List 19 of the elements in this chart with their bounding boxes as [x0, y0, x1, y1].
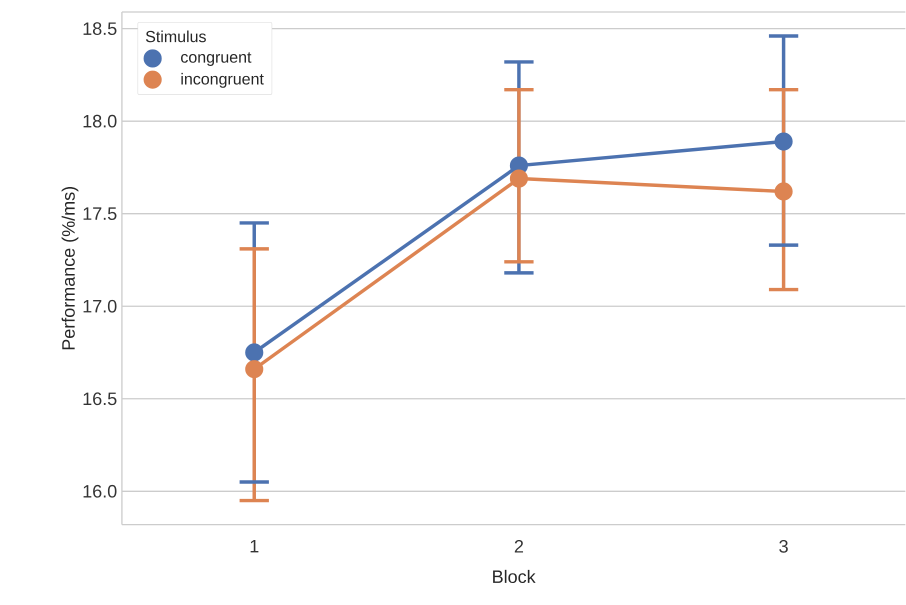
point: [774, 132, 793, 151]
legend-title: Stimulus: [146, 30, 206, 42]
point: [774, 182, 793, 201]
legend-label: incongruent: [181, 73, 264, 88]
y-tick-label: 16.5: [84, 392, 116, 406]
point: [245, 360, 264, 378]
y-tick-label: 17.5: [84, 208, 116, 220]
y-tick-label: 16.0: [84, 485, 116, 498]
point: [510, 170, 528, 188]
y-tick-label: 17.0: [84, 300, 116, 313]
x-tick-label: 2: [514, 540, 524, 553]
y-tick-label: 18.0: [84, 115, 116, 128]
x-tick-label: 1: [250, 540, 258, 553]
y-tick-label: 18.5: [84, 22, 116, 36]
y-axis-title: Performance (%/ms): [62, 187, 78, 350]
x-axis-title: Block: [493, 570, 536, 584]
x-tick-label: 3: [779, 540, 788, 553]
legend-label: congruent: [181, 52, 252, 66]
point: [245, 344, 264, 362]
